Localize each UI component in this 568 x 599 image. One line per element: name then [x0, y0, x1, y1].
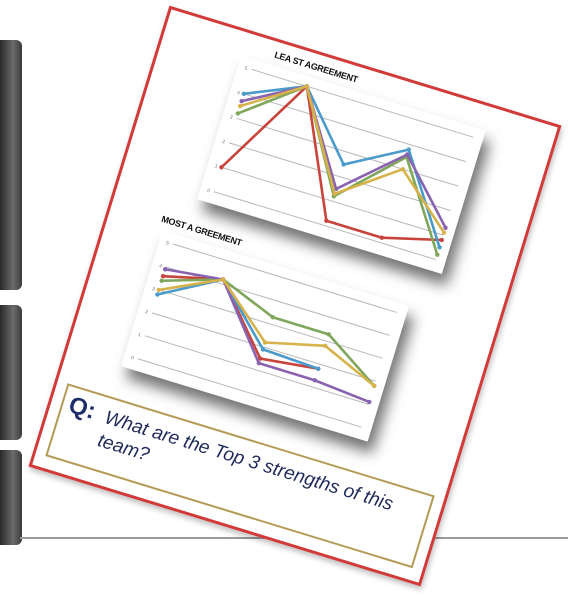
data-point — [333, 186, 339, 192]
data-point — [406, 147, 411, 152]
data-point — [270, 315, 276, 320]
y-tick-label: 2 — [221, 139, 226, 146]
data-point — [160, 273, 166, 279]
y-tick-label: 0 — [206, 188, 211, 195]
data-point — [341, 162, 346, 167]
gridline — [144, 335, 369, 405]
data-point — [400, 166, 405, 172]
data-point — [239, 98, 244, 104]
data-point — [371, 383, 377, 389]
data-point — [220, 277, 226, 282]
chart-least-agreement: 0 1 2 3 4 5 — [197, 55, 486, 274]
data-point — [257, 356, 263, 361]
y-tick-label: 1 — [214, 163, 219, 170]
y-tick-label: 0 — [130, 355, 135, 362]
data-point — [437, 245, 442, 250]
data-point — [304, 84, 310, 89]
left-thumbnail-2 — [0, 305, 22, 440]
data-point — [262, 340, 268, 345]
data-point — [441, 230, 447, 235]
data-point — [159, 278, 164, 283]
data-point — [405, 152, 410, 157]
data-point — [323, 343, 328, 349]
y-tick-label: 3 — [151, 286, 156, 293]
gridline — [221, 166, 444, 236]
data-point — [439, 237, 444, 243]
data-point — [324, 218, 329, 223]
data-point — [316, 366, 321, 371]
gridline — [243, 93, 466, 163]
data-point — [367, 399, 372, 405]
y-tick-label: 4 — [158, 263, 163, 270]
left-thumbnail-3 — [0, 450, 22, 545]
data-point — [235, 111, 241, 116]
data-point — [260, 347, 266, 352]
data-point — [219, 165, 224, 170]
data-point — [332, 191, 337, 197]
data-point — [379, 235, 385, 240]
data-point — [162, 267, 168, 272]
data-point — [241, 91, 247, 97]
y-tick-label: 2 — [144, 309, 149, 316]
gridline — [236, 117, 459, 187]
question-label: Q: — [65, 391, 99, 426]
series-line — [241, 84, 447, 229]
data-point — [443, 225, 448, 230]
y-tick-label: 3 — [229, 114, 234, 121]
data-point — [155, 292, 160, 297]
y-tick-label: 5 — [165, 240, 170, 247]
gridline — [213, 191, 436, 261]
chart-most-agreement: 0 1 2 3 4 5 — [120, 230, 410, 442]
gridline — [172, 243, 397, 313]
gridline — [137, 358, 362, 428]
data-point — [435, 252, 440, 257]
series-line — [162, 274, 319, 371]
data-point — [326, 332, 331, 337]
data-point — [156, 287, 162, 293]
left-thumbnail-1 — [0, 40, 22, 290]
y-tick-label: 1 — [137, 332, 142, 339]
data-point — [256, 360, 261, 366]
gridline — [228, 142, 451, 212]
data-point — [312, 378, 317, 383]
series-line — [157, 278, 319, 371]
gridline — [251, 68, 474, 138]
gridline — [158, 289, 383, 359]
gridline — [151, 312, 376, 382]
series-line — [164, 267, 370, 404]
data-point — [237, 103, 243, 109]
y-tick-label: 4 — [236, 90, 241, 97]
y-tick-label: 5 — [244, 65, 249, 72]
